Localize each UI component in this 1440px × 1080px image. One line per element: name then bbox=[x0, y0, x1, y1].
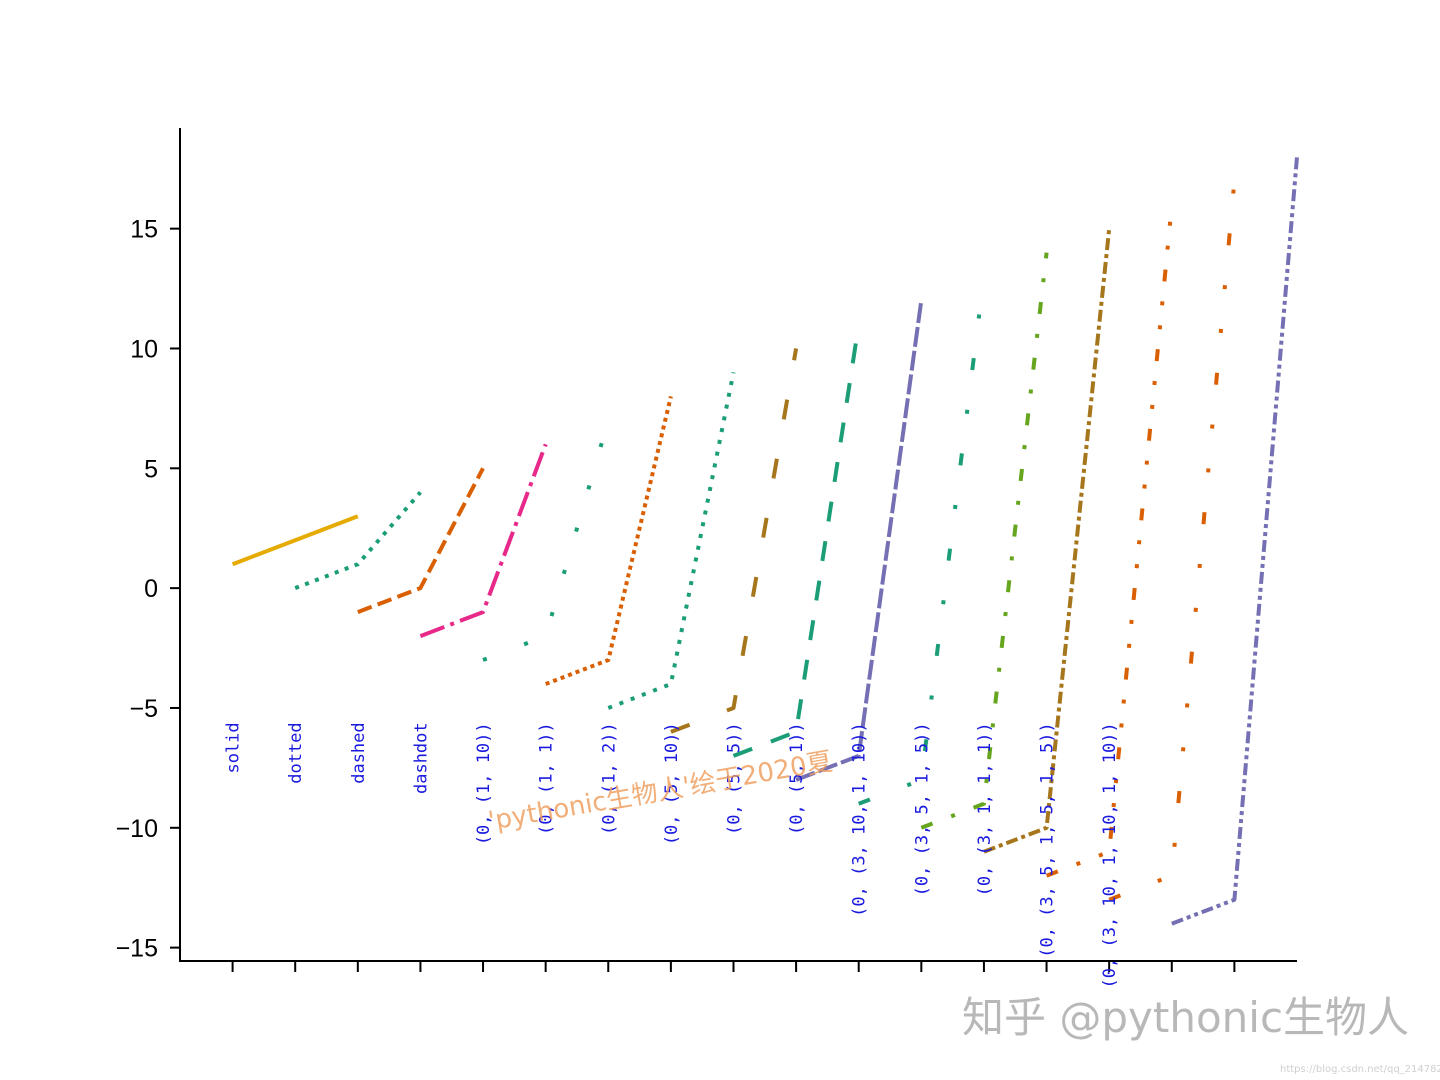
series-label: dotted bbox=[286, 722, 306, 783]
series-line bbox=[607, 372, 736, 710]
series-line bbox=[983, 228, 1112, 854]
brand-watermark: 知乎 @pythonic生物人 bbox=[962, 993, 1409, 1042]
series-line bbox=[419, 443, 548, 638]
series-line bbox=[795, 300, 924, 782]
y-tick-label: −15 bbox=[116, 935, 158, 963]
series-line bbox=[544, 395, 673, 686]
series-line bbox=[670, 348, 799, 734]
series-line bbox=[920, 252, 1049, 830]
y-tick-label: −5 bbox=[129, 695, 158, 723]
series-label: solid bbox=[224, 722, 244, 773]
series-label: dashed bbox=[349, 722, 369, 783]
series-label: (0, (3, 10, 1, 10, 1, 10)) bbox=[1100, 722, 1120, 988]
y-tick-label: −10 bbox=[116, 815, 158, 843]
y-tick-label: 5 bbox=[144, 455, 158, 483]
y-axis: 15 10 5 0 −5 −10 −15 bbox=[116, 216, 180, 963]
y-tick-label: 0 bbox=[144, 575, 158, 603]
series-line bbox=[231, 514, 359, 567]
series-label: (0, (5, 10)) bbox=[662, 722, 682, 845]
y-tick-label: 15 bbox=[130, 216, 158, 244]
series-label: (0, (1, 1)) bbox=[537, 722, 557, 835]
series-label: (0, (5, 5)) bbox=[724, 722, 744, 835]
series-label: (0, (1, 2)) bbox=[599, 722, 619, 835]
x-axis bbox=[231, 962, 1236, 972]
url-watermark: https://blog.csdn.net/qq_21478261 bbox=[1280, 1064, 1440, 1075]
series-line bbox=[1108, 180, 1237, 902]
series-label: (0, (5, 1)) bbox=[787, 722, 807, 835]
series-line bbox=[357, 467, 485, 614]
series-lines bbox=[231, 156, 1299, 926]
series-line bbox=[732, 324, 861, 758]
series-label: (0, (1, 10)) bbox=[474, 722, 494, 845]
series-line bbox=[1171, 156, 1299, 926]
series-label: (0, (3, 5, 1, 5)) bbox=[912, 722, 932, 896]
series-labels: solid dotted dashed dashdot (0, (1, 10)) (0, … bbox=[224, 722, 1121, 988]
series-line bbox=[482, 419, 611, 662]
series-line bbox=[294, 490, 422, 590]
series-label: (0, (3, 5, 1, 5, 1, 5)) bbox=[1038, 722, 1058, 957]
series-label: dashdot bbox=[411, 722, 431, 794]
series-label: (0, (3, 1, 1, 1)) bbox=[975, 722, 995, 896]
y-tick-label: 10 bbox=[130, 335, 158, 363]
series-label: (0, (3, 10, 1, 10)) bbox=[850, 722, 870, 916]
